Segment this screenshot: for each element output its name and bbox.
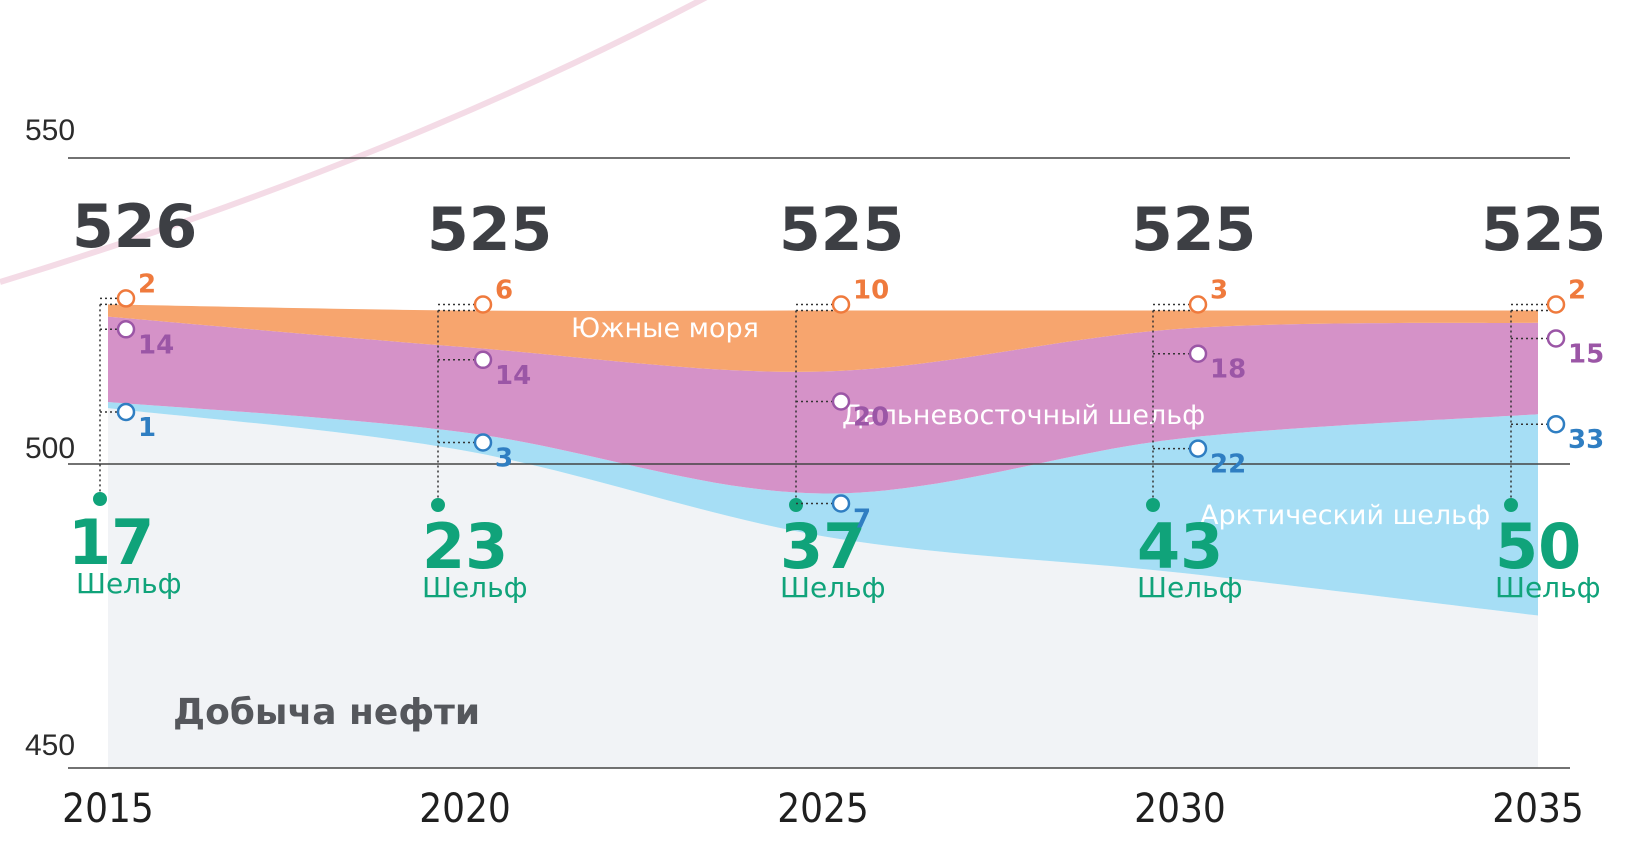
x-tick-2035: 2035: [1492, 785, 1584, 831]
shelf-label-2015: Шельф: [76, 567, 182, 600]
segment-marker-2025-2: [831, 494, 851, 513]
shelf-label-2035: Шельф: [1495, 571, 1601, 604]
x-tick-2025: 2025: [777, 785, 869, 831]
segment-marker-2025-0: [831, 295, 851, 314]
segment-marker-2015-0: [116, 289, 136, 308]
segment-value-2030-0: 3: [1210, 276, 1228, 306]
region-label-far-east-shelf: Дальневосточный шельф: [842, 400, 1205, 431]
segment-value-2015-2: 1: [138, 413, 156, 443]
shelf-dot-2025: [789, 498, 803, 512]
segment-value-2025-0: 10: [853, 276, 889, 306]
segment-value-2020-2: 3: [495, 444, 513, 474]
x-tick-2020: 2020: [419, 785, 511, 831]
segment-marker-2015-1: [116, 320, 136, 339]
segment-value-2020-1: 14: [495, 361, 531, 391]
shelf-value-2015: 17: [68, 506, 154, 579]
shelf-value-2035: 50: [1495, 510, 1581, 583]
region-label-oil-production: Добыча нефти: [173, 692, 480, 733]
segment-value-2020-0: 6: [495, 276, 513, 306]
total-2020: 525: [427, 195, 552, 265]
segment-value-2025-1: 20: [853, 403, 889, 433]
segment-marker-2020-0: [473, 295, 493, 314]
segment-marker-2020-2: [473, 433, 493, 452]
total-2025: 525: [779, 195, 904, 265]
area-far-east-shelf: [108, 316, 1538, 494]
shelf-label-2025: Шельф: [780, 571, 886, 604]
segment-value-2035-2: 33: [1568, 425, 1604, 455]
segment-value-2035-0: 2: [1568, 276, 1586, 306]
area-base-production: [108, 408, 1538, 768]
segment-value-2035-1: 15: [1568, 339, 1604, 369]
segment-marker-2030-1: [1188, 344, 1208, 363]
total-2030: 525: [1131, 195, 1256, 265]
segment-value-2025-2: 7: [853, 505, 871, 535]
shelf-dot-2020: [431, 498, 445, 512]
shelf-value-2025: 37: [780, 510, 866, 583]
segment-marker-2015-2: [116, 402, 136, 422]
y-tick-500: 500: [25, 432, 75, 465]
background-arc: [0, 0, 708, 285]
segment-marker-2035-0: [1546, 295, 1566, 314]
area-southern-seas: [108, 304, 1538, 372]
segment-marker-2030-2: [1188, 439, 1208, 458]
segment-marker-2020-1: [473, 350, 493, 370]
shelf-value-2030: 43: [1137, 510, 1223, 583]
x-tick-2030: 2030: [1134, 785, 1226, 831]
segment-marker-2030-0: [1188, 295, 1208, 314]
shelf-label-2030: Шельф: [1137, 571, 1243, 604]
total-2015: 526: [72, 192, 197, 262]
segment-marker-2025-1: [831, 392, 851, 411]
shelf-dot-2035: [1504, 498, 1518, 512]
y-tick-550: 550: [25, 114, 75, 147]
segment-value-2015-1: 14: [138, 330, 174, 360]
y-tick-450: 450: [25, 729, 75, 762]
shelf-label-2020: Шельф: [422, 571, 528, 604]
x-tick-2015: 2015: [62, 785, 154, 831]
segment-marker-2035-2: [1546, 414, 1566, 434]
shelf-dot-2015: [93, 492, 107, 506]
region-label-arctic-shelf: Арктический шельф: [1200, 500, 1490, 531]
segment-marker-2035-1: [1546, 329, 1566, 348]
region-label-southern-seas: Южные моря: [571, 313, 759, 344]
segment-value-2030-1: 18: [1210, 355, 1246, 385]
segment-value-2030-2: 22: [1210, 450, 1246, 480]
area-arctic-shelf: [108, 402, 1538, 616]
shelf-dot-2030: [1146, 498, 1160, 512]
total-2035: 525: [1481, 195, 1606, 265]
segment-value-2015-0: 2: [138, 269, 156, 299]
shelf-value-2020: 23: [422, 510, 508, 583]
